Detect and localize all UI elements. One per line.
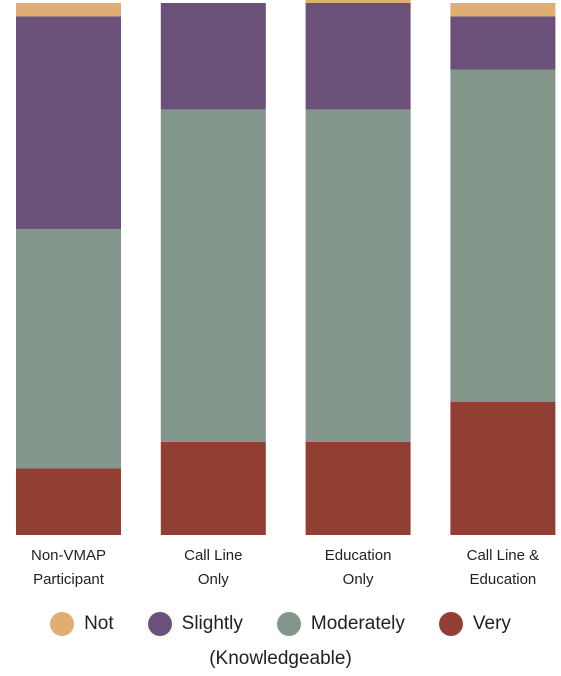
- bar-segment-moderately: [160, 109, 266, 442]
- bar-segment-slightly: [160, 3, 266, 110]
- legend-item-very: Very: [438, 612, 511, 636]
- bar-segment-slightly: [305, 3, 411, 110]
- bar-segment-moderately: [450, 69, 556, 402]
- legend-swatch: [147, 612, 172, 636]
- bar-segment-very: [450, 402, 556, 535]
- stacked-bar-chart: Non-VMAP Participant Call Line Only Educatio…: [16, 0, 556, 588]
- legend-swatch: [438, 612, 463, 636]
- category-label: Call Line Only: [184, 547, 242, 588]
- bar-segment-not: [16, 3, 121, 17]
- legend-label: Not: [84, 613, 114, 634]
- bar-segment-very: [16, 468, 121, 535]
- bar-segment-not: [450, 3, 556, 17]
- legend-item-moderately: Moderately: [276, 612, 405, 636]
- bar-segment-slightly: [16, 16, 121, 230]
- legend-label: Slightly: [181, 613, 243, 634]
- legend-swatch: [276, 612, 301, 636]
- legend: Not Slightly Moderately Very: [0, 604, 561, 644]
- bar-segment-slightly: [450, 16, 556, 70]
- category-label: Non-VMAP Participant: [31, 547, 106, 588]
- legend-item-slightly: Slightly: [147, 612, 243, 636]
- category-label: Call Line & Education: [467, 547, 540, 588]
- bar-segment-not: [305, 0, 411, 3]
- category-label: Education Only: [325, 547, 392, 588]
- bar-segment-very: [305, 441, 411, 535]
- bar-segment-moderately: [305, 109, 411, 442]
- legend-label: Very: [472, 613, 511, 634]
- legend-caption: (Knowledgeable): [209, 648, 352, 669]
- bar-segment-moderately: [16, 229, 121, 469]
- bar-segment-very: [160, 441, 266, 535]
- legend-label: Moderately: [310, 613, 405, 634]
- legend-swatch: [50, 612, 75, 636]
- legend-item-not: Not: [50, 612, 114, 636]
